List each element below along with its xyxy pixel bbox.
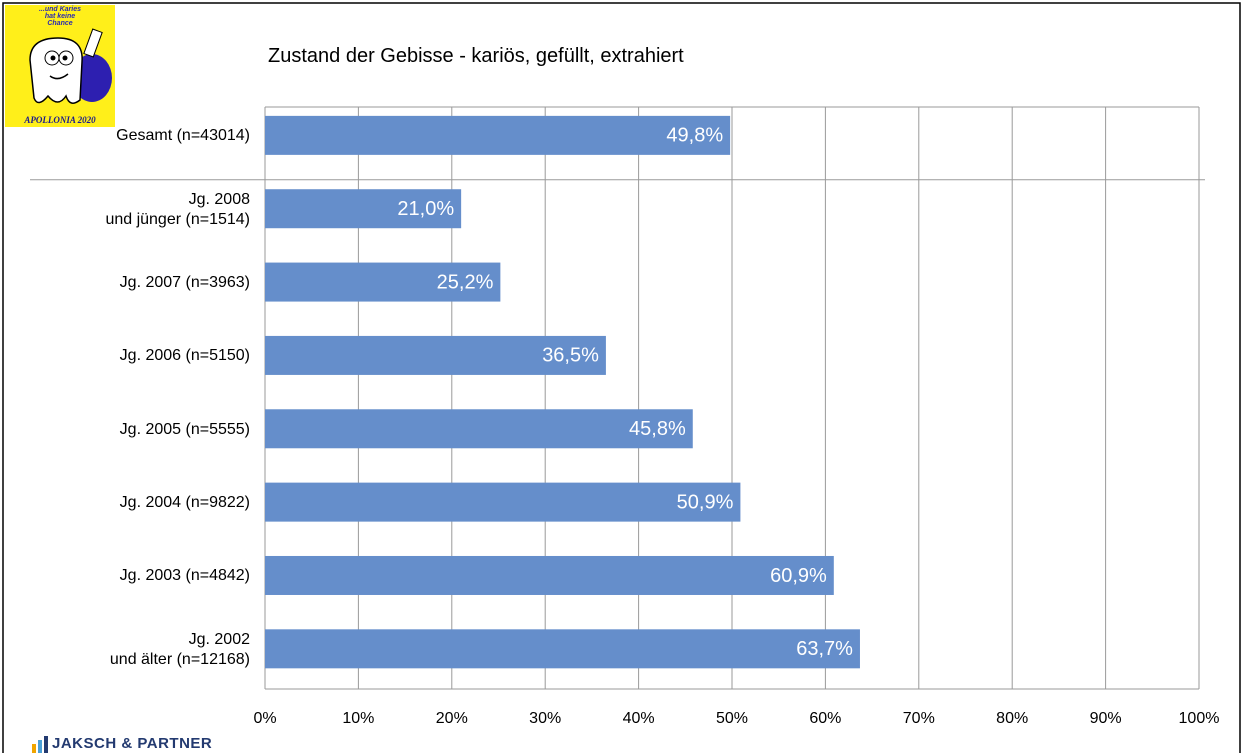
x-tick-label: 70%: [903, 710, 935, 727]
chart-title: Zustand der Gebisse - kariös, gefüllt, e…: [268, 45, 684, 67]
y-tick-label: Jg. 2002 und älter (n=12168): [109, 630, 250, 668]
value-label: 45,8%: [629, 418, 686, 440]
value-label: 63,7%: [796, 638, 853, 660]
footer-brand: JAKSCH & PARTNER: [52, 735, 213, 752]
footer-icon: [32, 736, 48, 753]
x-tick-label: 90%: [1090, 710, 1122, 727]
value-label: 36,5%: [542, 345, 599, 367]
logo-name: APOLLONIA 2020: [24, 115, 96, 125]
bar: [265, 482, 741, 522]
y-tick-label: Gesamt (n=43014): [116, 127, 250, 145]
value-label: 50,9%: [677, 491, 734, 513]
x-tick-label: 80%: [996, 710, 1028, 727]
bar: [265, 409, 693, 449]
bar: [265, 189, 462, 229]
x-tick-label: 0%: [253, 710, 276, 727]
y-tick-label: Jg. 2003 (n=4842): [119, 567, 250, 585]
value-label: 25,2%: [437, 271, 494, 293]
y-tick-label: Jg. 2007 (n=3963): [119, 274, 250, 292]
y-tick-label: Jg. 2005 (n=5555): [119, 420, 250, 438]
bar: [265, 262, 501, 302]
bar: [265, 555, 834, 595]
value-label: 49,8%: [666, 125, 723, 147]
x-tick-label: 100%: [1179, 710, 1220, 727]
y-tick-label: Jg. 2006 (n=5150): [119, 347, 250, 365]
bar: [265, 629, 860, 669]
logo-slogan: ...und Karies hat keine Chance: [38, 6, 81, 27]
x-tick-label: 50%: [716, 710, 748, 727]
x-tick-label: 30%: [529, 710, 561, 727]
x-tick-label: 60%: [809, 710, 841, 727]
value-label: 60,9%: [770, 565, 827, 587]
x-tick-label: 10%: [342, 710, 374, 727]
value-label: 21,0%: [397, 198, 454, 220]
y-tick-label: Jg. 2004 (n=9822): [119, 494, 250, 512]
logo-art: [5, 5, 115, 127]
bar: [265, 115, 731, 155]
x-tick-label: 40%: [623, 710, 655, 727]
bar: [265, 335, 606, 375]
y-tick-label: Jg. 2008 und jünger (n=1514): [105, 190, 250, 228]
x-tick-label: 20%: [436, 710, 468, 727]
